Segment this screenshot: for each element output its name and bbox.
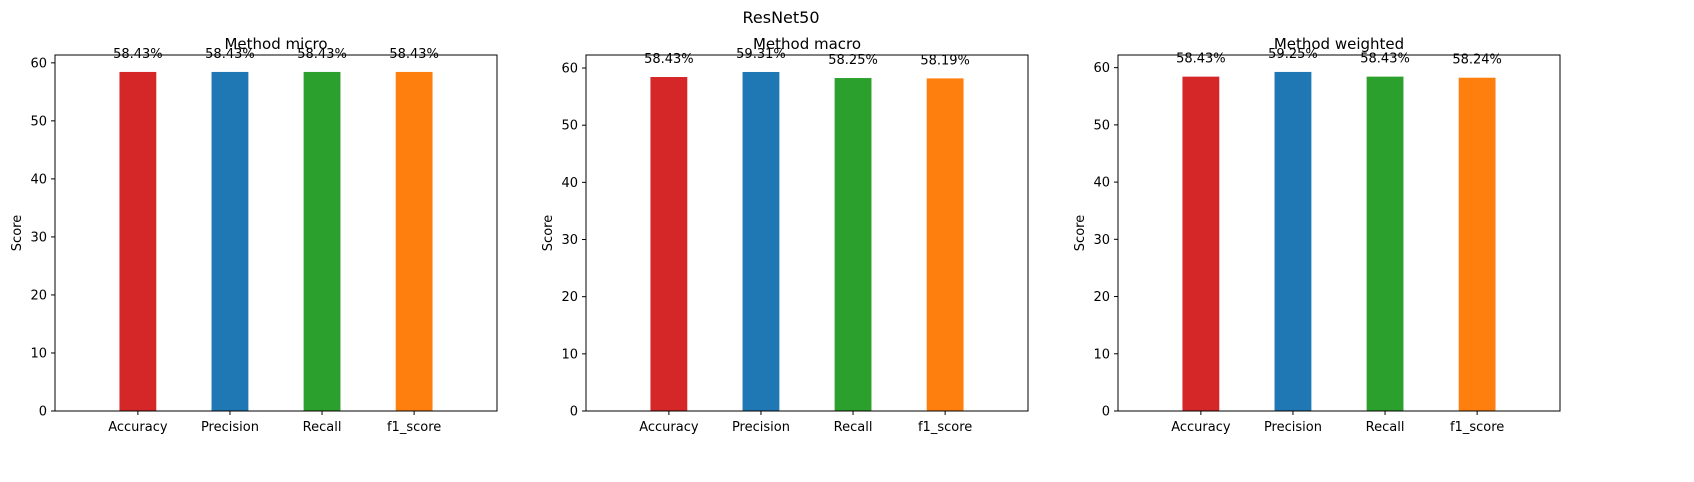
x-tick-label: f1_score bbox=[387, 420, 441, 435]
y-tick-label: 30 bbox=[1093, 233, 1110, 248]
y-tick-label: 60 bbox=[561, 62, 578, 77]
bar-f1-score bbox=[926, 78, 964, 411]
bar-accuracy bbox=[1182, 76, 1220, 411]
bar-value-label: 59.31% bbox=[736, 47, 786, 62]
bar-precision bbox=[1274, 71, 1312, 412]
bar-value-label: 58.43% bbox=[644, 52, 694, 67]
bar-accuracy bbox=[119, 71, 157, 411]
subplot-title: Method micro bbox=[224, 35, 327, 53]
x-tick-label: Precision bbox=[1264, 420, 1322, 435]
y-tick-label: 0 bbox=[39, 405, 47, 420]
bar-value-label: 58.43% bbox=[1360, 52, 1410, 67]
bar-value-label: 58.24% bbox=[1452, 53, 1502, 68]
y-tick-label: 30 bbox=[30, 230, 47, 245]
y-axis-label: Score bbox=[541, 215, 556, 251]
x-tick-label: f1_score bbox=[1450, 420, 1504, 435]
x-tick-label: Accuracy bbox=[639, 420, 699, 435]
y-tick-label: 40 bbox=[561, 176, 578, 191]
subplot-title: Method macro bbox=[753, 35, 861, 53]
bar-precision bbox=[742, 71, 780, 412]
axes-frame bbox=[585, 54, 1029, 412]
bar-value-label: 58.25% bbox=[828, 53, 878, 68]
y-tick-label: 40 bbox=[30, 172, 47, 187]
bar-accuracy bbox=[650, 77, 688, 411]
bar-recall bbox=[303, 71, 341, 411]
y-tick-label: 20 bbox=[1093, 290, 1110, 305]
y-tick-label: 60 bbox=[1093, 61, 1110, 76]
y-tick-label: 40 bbox=[1093, 176, 1110, 191]
bar-value-label: 58.43% bbox=[297, 47, 347, 62]
x-tick-label: Recall bbox=[303, 420, 342, 435]
x-tick-label: f1_score bbox=[918, 420, 972, 435]
x-tick-label: Accuracy bbox=[108, 420, 168, 435]
subplot-2: 58.43% Accuracy 59.31% Precision 58.25% Recal… bbox=[541, 35, 1029, 435]
y-tick-label: 0 bbox=[1102, 405, 1110, 420]
y-tick-label: 20 bbox=[561, 290, 578, 305]
axes-frame bbox=[54, 54, 498, 412]
y-tick-label: 20 bbox=[30, 288, 47, 303]
bar-value-label: 58.43% bbox=[389, 47, 439, 62]
bar-value-label: 58.19% bbox=[920, 53, 970, 68]
bar-value-label: 58.43% bbox=[113, 47, 163, 62]
x-tick-label: Accuracy bbox=[1171, 420, 1231, 435]
bar-recall bbox=[834, 78, 872, 412]
y-tick-label: 60 bbox=[30, 56, 47, 71]
x-tick-label: Precision bbox=[201, 420, 259, 435]
x-tick-label: Recall bbox=[1366, 420, 1405, 435]
x-tick-label: Precision bbox=[732, 420, 790, 435]
y-axis-label: Score bbox=[10, 215, 25, 251]
y-axis-label: Score bbox=[1073, 215, 1088, 251]
y-tick-label: 10 bbox=[30, 346, 47, 361]
bar-value-label: 58.43% bbox=[205, 47, 255, 62]
y-tick-label: 50 bbox=[1093, 118, 1110, 133]
bar-value-label: 59.25% bbox=[1268, 47, 1318, 62]
y-tick-label: 10 bbox=[561, 347, 578, 362]
subplot-title: Method weighted bbox=[1274, 35, 1404, 53]
y-tick-label: 0 bbox=[570, 405, 578, 420]
subplot-1: 58.43% Accuracy 58.43% Precision 58.43% Recal… bbox=[10, 35, 498, 435]
bar-value-label: 58.43% bbox=[1176, 52, 1226, 67]
subplot-3: 58.43% Accuracy 59.25% Precision 58.43% Recal… bbox=[1073, 35, 1561, 435]
x-tick-label: Recall bbox=[834, 420, 873, 435]
y-tick-label: 50 bbox=[561, 119, 578, 134]
y-tick-label: 10 bbox=[1093, 347, 1110, 362]
bar-f1-score bbox=[395, 71, 433, 411]
bar-f1-score bbox=[1458, 77, 1496, 411]
axes-frame bbox=[1117, 54, 1561, 412]
y-tick-label: 50 bbox=[30, 114, 47, 129]
y-tick-label: 30 bbox=[561, 233, 578, 248]
figure-suptitle: ResNet50 bbox=[742, 8, 819, 27]
bar-recall bbox=[1366, 76, 1404, 411]
bar-precision bbox=[211, 71, 249, 411]
